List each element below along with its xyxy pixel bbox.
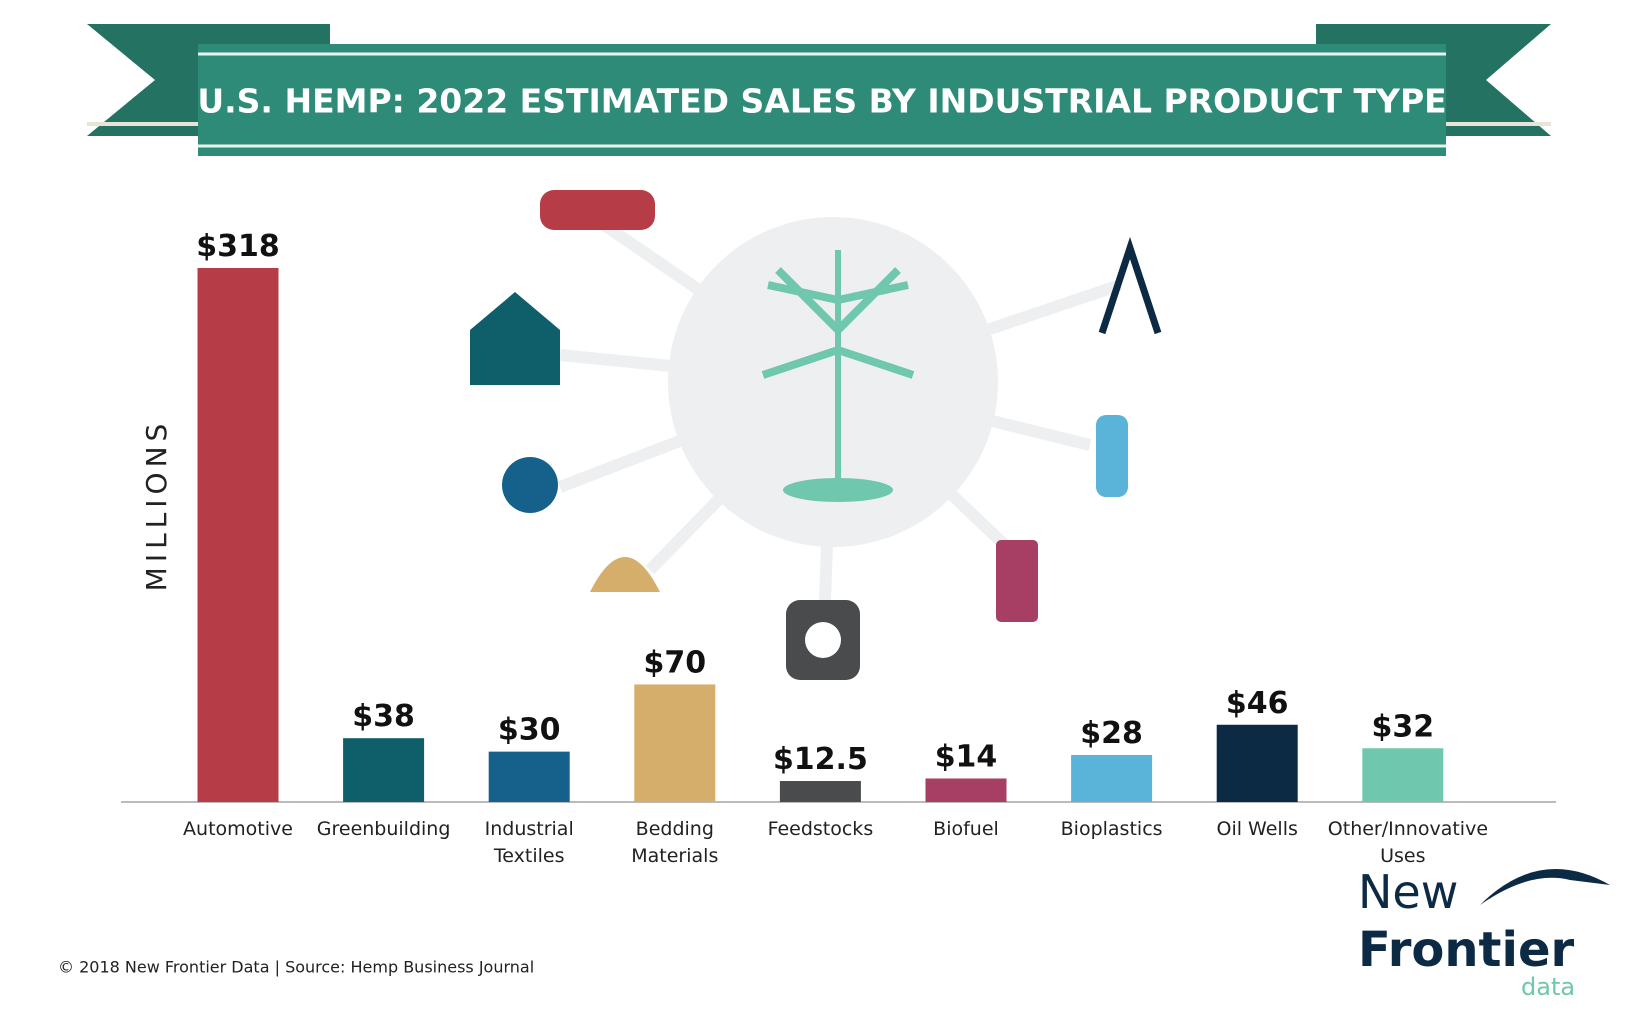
- value-label: $14: [935, 739, 998, 774]
- x-tick-label: Greenbuilding: [316, 818, 451, 840]
- value-label: $28: [1080, 716, 1143, 751]
- value-label: $32: [1371, 709, 1434, 744]
- value-label: $30: [498, 713, 561, 748]
- logo-text: Frontier: [1358, 922, 1574, 978]
- x-tick-label: Bioplastics: [1060, 818, 1163, 840]
- hemp-illustration: [470, 190, 1162, 680]
- x-tick-label: Bedding Materials: [631, 818, 719, 867]
- x-tick-label: Feedstocks: [767, 818, 874, 840]
- value-label: $38: [352, 699, 415, 734]
- bar: [1216, 724, 1298, 802]
- footer: © 2018 New Frontier Data | Source: Hemp …: [58, 958, 534, 977]
- chart-title: U.S. HEMP: 2022 ESTIMATED SALES BY INDUS…: [197, 82, 1446, 121]
- x-tick-label: Biofuel: [933, 818, 999, 840]
- x-tick-label: Oil Wells: [1216, 818, 1298, 840]
- value-label: $318: [196, 229, 280, 264]
- x-tick-label: Other/Innovative Uses: [1327, 818, 1489, 867]
- value-label: $46: [1226, 686, 1289, 721]
- value-label: $70: [643, 645, 706, 680]
- logo-text: New: [1358, 865, 1458, 919]
- x-tick-label: Automotive: [183, 818, 293, 840]
- bar: [634, 684, 716, 802]
- x-tick-label: Industrial Textiles: [484, 818, 574, 867]
- bar: [1071, 754, 1153, 802]
- bar: [197, 268, 279, 802]
- logo-text: data: [1521, 973, 1575, 1001]
- bar: [779, 781, 861, 802]
- bar: [1362, 748, 1444, 802]
- bar: [925, 778, 1007, 802]
- bar: [488, 751, 570, 802]
- bar: [343, 738, 425, 802]
- y-axis-label: MILLIONS: [140, 419, 173, 592]
- logo: New Frontier data: [1358, 865, 1610, 1001]
- value-label: $12.5: [773, 742, 868, 777]
- banner: [87, 24, 1551, 156]
